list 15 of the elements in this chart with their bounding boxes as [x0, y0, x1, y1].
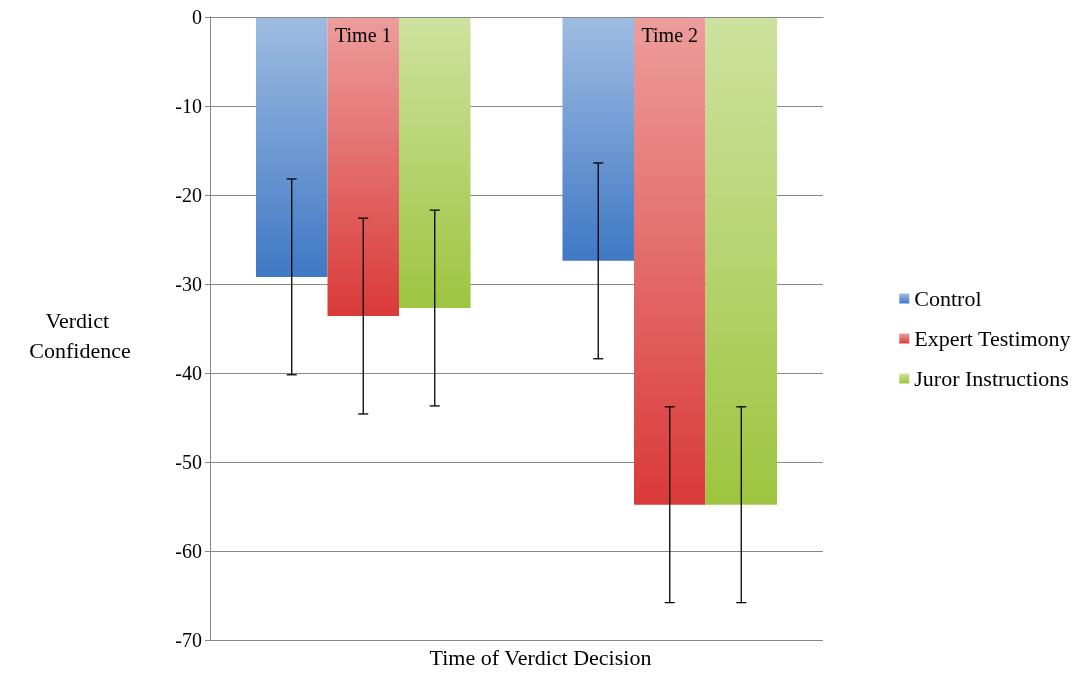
y-tick-label: -50 — [175, 451, 202, 473]
y-tick-label: 0 — [192, 6, 202, 28]
y-tick-label: -40 — [175, 362, 202, 384]
legend-label: Control — [914, 286, 982, 311]
y-axis-title: Verdict Confidence — [29, 307, 131, 363]
y-tick-label: -60 — [175, 540, 202, 562]
x-tick-label: Time 2 — [641, 24, 699, 46]
x-axis-title: Time of Verdict Decision — [429, 644, 652, 670]
y-tick-label: -70 — [175, 629, 202, 651]
y-tick-label: -20 — [175, 184, 202, 206]
y-tick-label: -10 — [175, 95, 202, 117]
y-tick-label: -30 — [175, 273, 202, 295]
x-tick-label: Time 1 — [334, 24, 392, 46]
legend-label: Juror Instructions — [914, 366, 1069, 391]
legend-label: Expert Testimony — [914, 326, 1071, 351]
